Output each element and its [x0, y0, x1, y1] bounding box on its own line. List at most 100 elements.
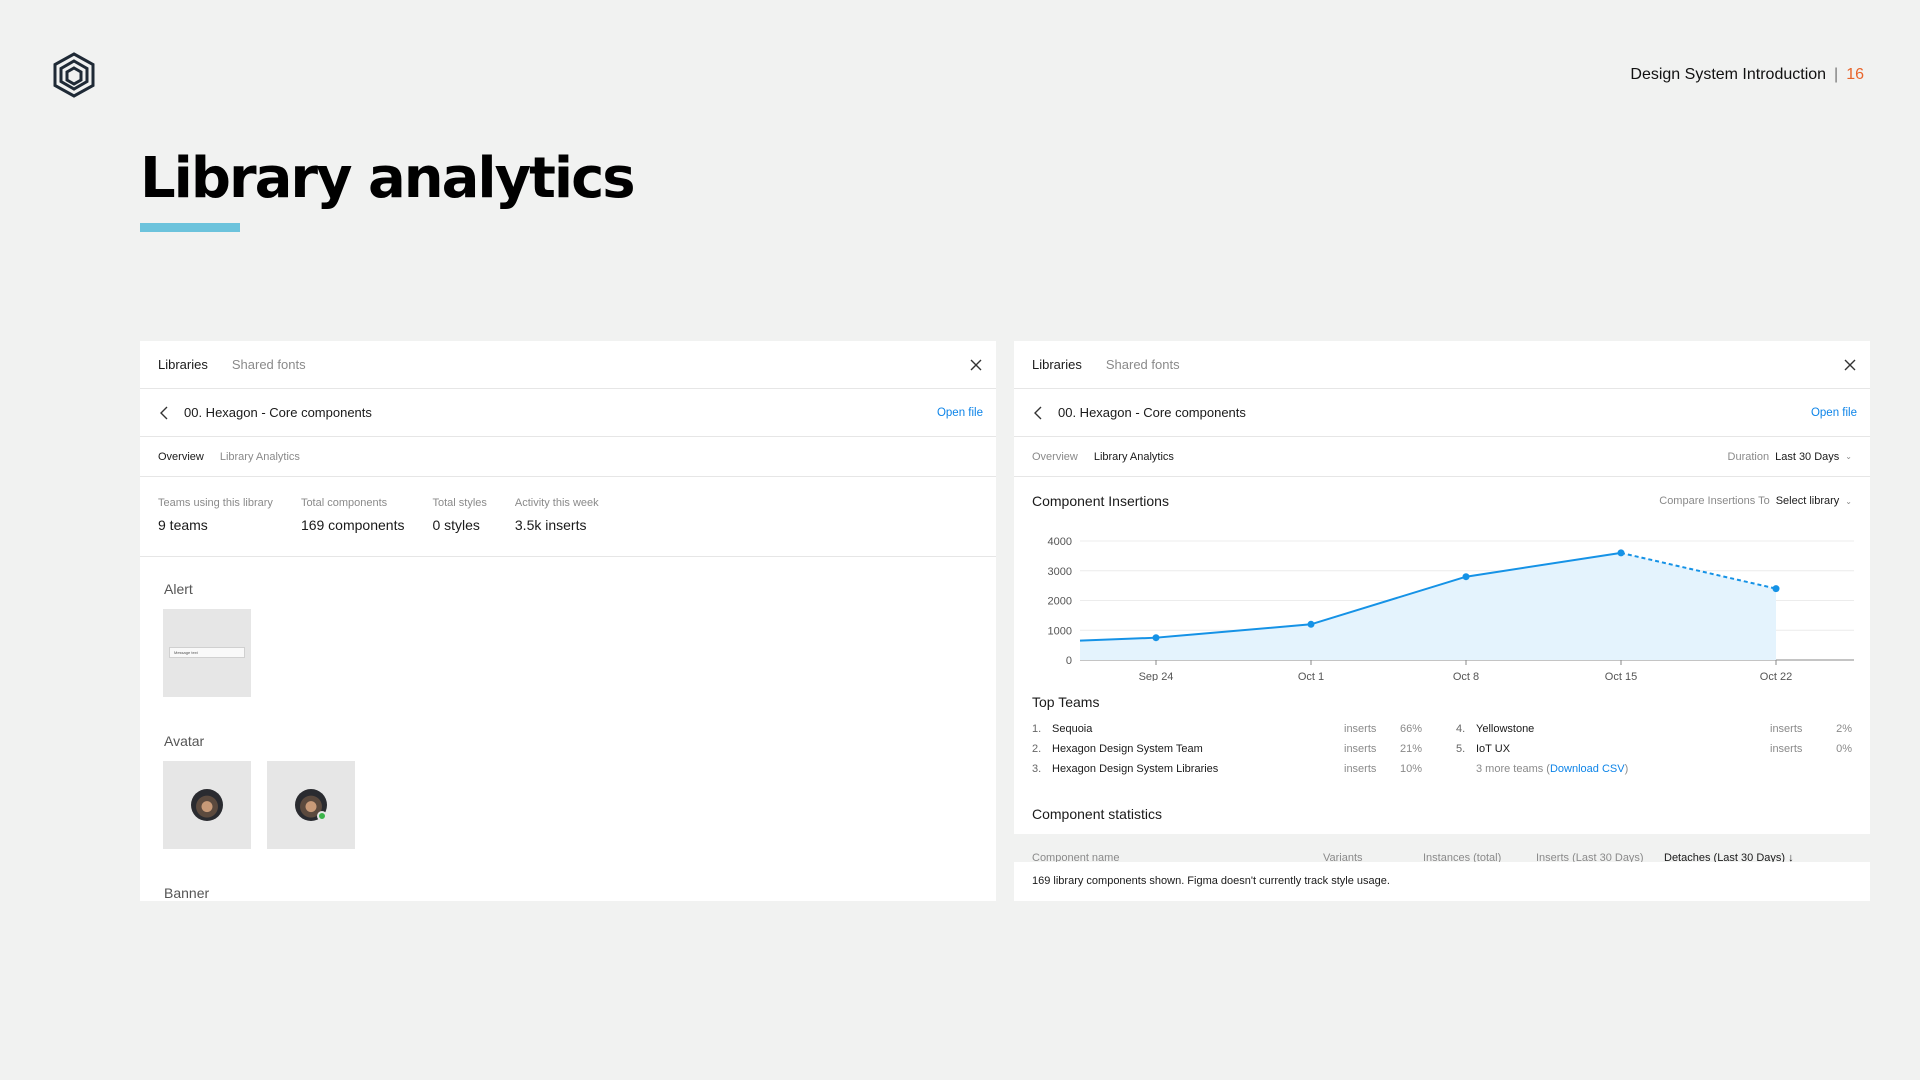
data-point — [1307, 620, 1315, 628]
team-pct: 21% — [1399, 743, 1422, 755]
compare-select[interactable]: Compare Insertions To Select library ⌄ — [1659, 495, 1852, 507]
page-number: 16 — [1846, 66, 1864, 83]
duration-value: Last 30 Days — [1775, 450, 1840, 463]
section-label-banner: Banner — [164, 885, 210, 901]
tab-libraries[interactable]: Libraries — [1032, 357, 1082, 372]
stat-value: 3.5k inserts — [514, 517, 587, 533]
deck-title: Design System Introduction — [1630, 66, 1827, 83]
team-rank: 5. — [1456, 743, 1466, 755]
x-tick-label: Oct 8 — [1453, 671, 1479, 681]
component-insertions-title: Component Insertions — [1032, 493, 1169, 509]
component-statistics-title: Component statistics — [1032, 806, 1162, 822]
component-thumbnail-avatar[interactable] — [163, 761, 251, 849]
stat-components: Total components 169 components — [301, 497, 405, 556]
x-tick-label: Oct 1 — [1298, 671, 1324, 681]
stat-value: 9 teams — [158, 517, 208, 533]
more-teams-text: 3 more teams (Download CSV) — [1476, 763, 1628, 775]
y-tick-label: 0 — [1066, 655, 1072, 667]
duration-select[interactable]: Duration Last 30 Days ⌄ — [1728, 451, 1852, 463]
library-file-name: 00. Hexagon - Core components — [1058, 405, 1246, 420]
team-metric: inserts — [1344, 743, 1377, 755]
team-pct: 66% — [1399, 723, 1422, 735]
team-rank: 2. — [1032, 743, 1042, 755]
avatar-thumbnails — [163, 761, 996, 849]
col-component-name[interactable]: Component name — [1032, 852, 1120, 864]
team-row: 3. Hexagon Design System Libraries inser… — [1032, 759, 1424, 779]
insertions-projection-line — [1620, 551, 1777, 590]
team-rank: 4. — [1456, 723, 1466, 735]
libraries-panel-overview: Libraries Shared fonts 00. Hexagon - Cor… — [140, 341, 996, 901]
component-insertions-chart: 0 1000 2000 3000 4000 Sep 24 Oct 1 Oct 8 Oct 15 O… — [1048, 536, 1854, 681]
team-name: Hexagon Design System Libraries — [1052, 763, 1219, 775]
stat-label: Total components — [300, 497, 388, 509]
tab-overview[interactable]: Overview — [1032, 450, 1078, 463]
tab-shared-fonts[interactable]: Shared fonts — [231, 357, 306, 372]
team-metric: inserts — [1770, 723, 1803, 735]
back-chevron-icon[interactable] — [158, 405, 172, 421]
col-inserts[interactable]: Inserts (Last 30 Days) — [1536, 852, 1644, 864]
top-teams-col-1: 1. Sequoia inserts 66% 2. Hexagon Design… — [1032, 719, 1424, 779]
team-rank: 3. — [1032, 763, 1042, 775]
more-teams-row: 3 more teams (Download CSV) — [1456, 759, 1854, 779]
y-tick-label: 4000 — [1048, 536, 1072, 548]
top-teams-title: Top Teams — [1032, 694, 1100, 710]
data-point — [1772, 585, 1780, 593]
chevron-down-icon: ⌄ — [1845, 452, 1852, 461]
team-name: Hexagon Design System Team — [1052, 743, 1203, 755]
stat-teams: Teams using this library 9 teams — [158, 497, 273, 556]
section-label-alert: Alert — [164, 581, 193, 597]
col-instances[interactable]: Instances (total) — [1423, 852, 1502, 864]
subtabs: Overview Library Analytics Duration Last… — [1014, 437, 1870, 477]
stat-label: Total styles — [432, 497, 487, 509]
stat-label: Activity this week — [514, 497, 599, 509]
online-status-dot — [317, 811, 327, 821]
tab-libraries[interactable]: Libraries — [158, 357, 208, 372]
compare-value: Select library — [1775, 495, 1840, 507]
team-pct: 2% — [1836, 723, 1852, 735]
team-metric: inserts — [1770, 743, 1803, 755]
open-file-link[interactable]: Open file — [936, 406, 983, 419]
close-icon[interactable] — [968, 357, 984, 373]
title-underline — [140, 223, 240, 232]
data-point — [1152, 634, 1160, 642]
panel-tabs: Libraries Shared fonts — [1014, 341, 1870, 389]
tab-library-analytics[interactable]: Library Analytics — [1093, 450, 1174, 463]
libraries-panel-analytics: Libraries Shared fonts 00. Hexagon - Cor… — [1014, 341, 1870, 901]
data-point — [1617, 549, 1625, 557]
insertions-area — [1080, 552, 1776, 660]
team-name: Yellowstone — [1476, 723, 1535, 735]
team-row: 5. IoT UX inserts 0% — [1456, 739, 1854, 759]
stat-value: 169 components — [300, 517, 405, 533]
panel-tabs: Libraries Shared fonts — [140, 341, 996, 389]
back-chevron-icon[interactable] — [1032, 405, 1046, 421]
x-tick-label: Oct 22 — [1760, 671, 1792, 681]
stat-activity: Activity this week 3.5k inserts — [515, 497, 599, 556]
alert-thumbnails: Message text — [163, 609, 996, 697]
hexagon-logo-icon — [53, 52, 95, 98]
col-detaches[interactable]: Detaches (Last 30 Days) ↓ — [1664, 852, 1794, 864]
top-teams-col-2: 4. Yellowstone inserts 2% 5. IoT UX inse… — [1456, 719, 1854, 779]
library-file-name: 00. Hexagon - Core components — [184, 405, 372, 420]
team-metric: inserts — [1344, 763, 1377, 775]
team-rank: 1. — [1032, 723, 1042, 735]
component-thumbnail-avatar-status[interactable] — [267, 761, 355, 849]
team-name: IoT UX — [1476, 743, 1511, 755]
tab-library-analytics[interactable]: Library Analytics — [219, 450, 300, 463]
deck-header: Design System Introduction | 16 — [1630, 66, 1864, 84]
open-file-link[interactable]: Open file — [1810, 406, 1857, 419]
tab-shared-fonts[interactable]: Shared fonts — [1105, 357, 1180, 372]
more-teams-close: ) — [1624, 763, 1629, 775]
more-teams-count: 3 more teams ( — [1476, 763, 1550, 775]
component-insertions-header: Component Insertions Compare Insertions … — [1014, 493, 1870, 509]
team-pct: 0% — [1836, 743, 1852, 755]
component-thumbnail-alert[interactable]: Message text — [163, 609, 251, 697]
col-variants[interactable]: Variants — [1323, 852, 1363, 864]
y-tick-label: 2000 — [1048, 596, 1072, 608]
team-row: 1. Sequoia inserts 66% — [1032, 719, 1424, 739]
team-pct: 10% — [1399, 763, 1422, 775]
x-tick-label: Sep 24 — [1139, 671, 1174, 681]
download-csv-link[interactable]: Download CSV — [1549, 763, 1625, 775]
team-metric: inserts — [1344, 723, 1377, 735]
close-icon[interactable] — [1842, 357, 1858, 373]
tab-overview[interactable]: Overview — [158, 450, 204, 463]
